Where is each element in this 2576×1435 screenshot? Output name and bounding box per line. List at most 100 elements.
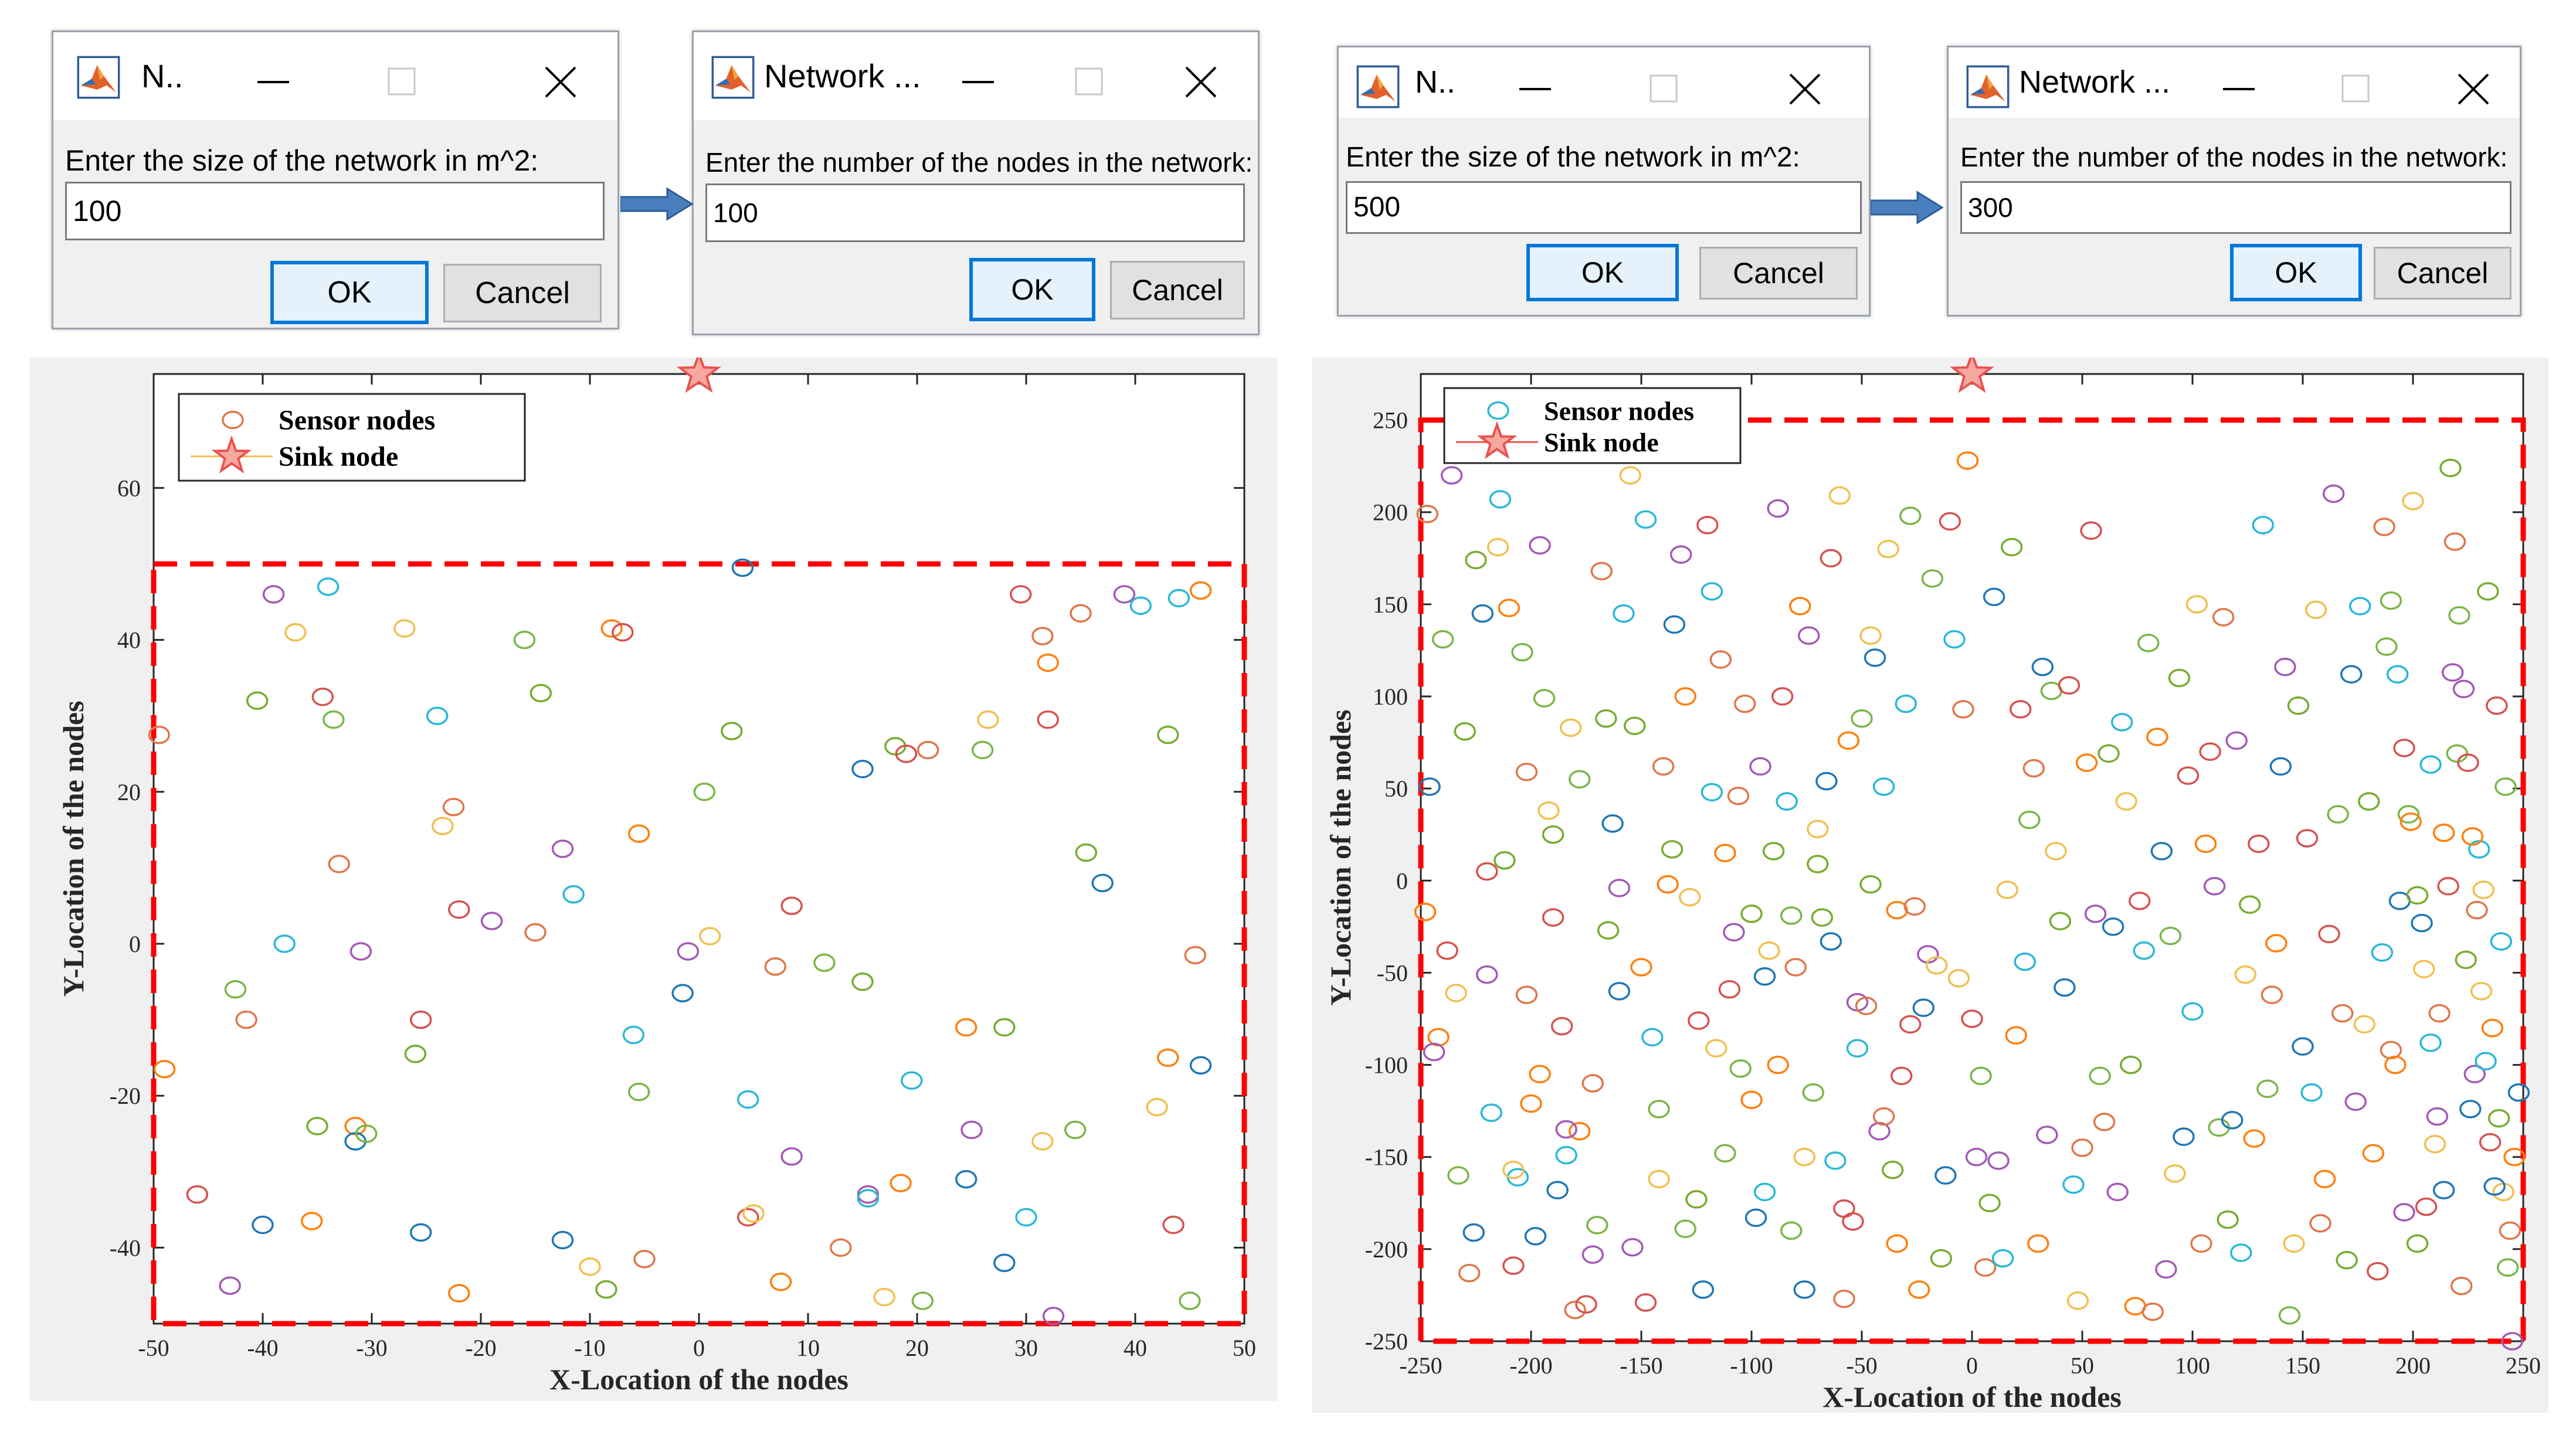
sensor-node [2071, 1138, 2093, 1157]
sensor-node [404, 1045, 427, 1063]
sink-node [677, 351, 721, 393]
value-input[interactable]: 100 [65, 182, 605, 240]
sensor-node [2129, 892, 2151, 910]
sensor-node [2362, 1144, 2385, 1163]
sensor-node [2146, 727, 2168, 746]
y-axis-label: Y-Location of the nodes [1324, 709, 1357, 1005]
ok-button[interactable]: OK [969, 258, 1095, 321]
sensor-node [2225, 731, 2248, 750]
close-icon[interactable] [540, 62, 581, 103]
y-tick-label: -50 [1377, 960, 1408, 986]
sensor-node [355, 1124, 378, 1143]
sensor-node [2278, 1306, 2301, 1325]
sensor-node [1811, 908, 1834, 927]
ok-button[interactable]: OK [270, 261, 429, 324]
sensor-node [2287, 696, 2310, 715]
x-axis-label: X-Location of the nodes [549, 1363, 849, 1396]
sensor-node [1129, 596, 1152, 616]
sensor-node [2292, 1037, 2314, 1056]
sensor-node [1652, 757, 1675, 776]
sensor-node [627, 1082, 650, 1101]
close-icon[interactable] [2453, 69, 2494, 110]
sensor-node [1458, 1263, 1481, 1283]
sensor-node [1824, 1151, 1847, 1170]
sensor-node [2243, 1129, 2266, 1148]
sensor-node [1555, 1120, 1577, 1139]
sensor-node [317, 577, 340, 596]
sensor-node [1498, 599, 1521, 617]
sensor-node [1418, 777, 1441, 796]
legend-sensor-marker [222, 410, 244, 430]
x-axis-label: X-Location of the nodes [1822, 1380, 2122, 1413]
maximize-icon [388, 67, 416, 96]
ok-button[interactable]: OK [2230, 244, 2362, 301]
sensor-node [2457, 753, 2479, 772]
sensor-node [1070, 604, 1092, 623]
sensor-node [2367, 1261, 2389, 1281]
sensor-node [2256, 1079, 2279, 1099]
minimize-icon[interactable] [958, 62, 999, 103]
sensor-node [524, 923, 547, 942]
sensor-node [2446, 744, 2468, 763]
sensor-node [622, 1025, 645, 1045]
sensor-node [1162, 1215, 1185, 1235]
close-icon[interactable] [1784, 69, 1825, 110]
sensor-node [513, 630, 536, 650]
cancel-button[interactable]: Cancel [1699, 247, 1858, 300]
value-input[interactable]: 500 [1346, 181, 1862, 234]
sensor-node [2477, 582, 2499, 601]
sensor-node [1447, 1166, 1469, 1185]
sensor-node [1899, 506, 1922, 525]
sensor-node [432, 817, 454, 835]
sensor-node [851, 760, 874, 778]
sensor-node [1113, 585, 1136, 604]
cancel-button[interactable]: Cancel [1110, 261, 1245, 319]
sensor-node [2199, 742, 2221, 761]
sensor-node [955, 1018, 978, 1037]
sensor-node [2005, 1026, 2027, 1045]
sensor-node [1157, 725, 1179, 744]
minimize-icon[interactable] [253, 62, 294, 103]
x-tick-label: 20 [905, 1335, 929, 1361]
sensor-node [1890, 1066, 1913, 1086]
sensor-node [1740, 1090, 1763, 1110]
value-input[interactable]: 100 [705, 183, 1245, 242]
sensor-node [2483, 1177, 2506, 1196]
sensor-node [1965, 1147, 1988, 1167]
sensor-node [323, 710, 345, 729]
cancel-button[interactable]: Cancel [2374, 247, 2511, 300]
sensor-node [1657, 875, 1679, 894]
scatter-plot-left: -50 -40 -30 -20 -10 0 10 20 30 40 50 -40 -20 0 20 40 60 X… [57, 351, 1256, 1396]
sensor-node [2054, 978, 2076, 997]
dialog-prompt: Enter the number of the nodes in the net… [705, 147, 1253, 178]
sensor-node [830, 1238, 852, 1257]
sensor-node [2386, 665, 2409, 684]
sensor-node [1179, 1291, 1201, 1310]
sensor-node [1015, 1208, 1037, 1227]
minimize-icon[interactable] [2218, 69, 2259, 110]
sensor-node [2349, 597, 2371, 616]
sensor-node [1529, 1065, 1551, 1084]
minimize-icon[interactable] [1515, 69, 1556, 110]
sensor-node [721, 722, 743, 740]
sensor-node [595, 1280, 617, 1299]
ok-button[interactable]: OK [1526, 244, 1679, 301]
y-tick-label: -250 [1365, 1328, 1408, 1355]
sensor-node [2102, 917, 2124, 936]
sensor-node [1529, 536, 1551, 555]
cancel-button[interactable]: Cancel [443, 264, 602, 322]
sensor-node [2283, 1234, 2305, 1253]
sensor-node [2190, 1234, 2212, 1253]
sensor-node [1546, 1181, 1569, 1200]
dialog-title: N.. [141, 57, 184, 94]
close-icon[interactable] [1180, 62, 1221, 103]
sensor-node [1091, 873, 1114, 893]
sensor-node [895, 744, 918, 763]
sensor-node [731, 558, 754, 577]
sensor-node [1788, 597, 1811, 616]
value-input[interactable]: 300 [1960, 181, 2511, 234]
sensor-node [2358, 792, 2380, 811]
sensor-node [2459, 1100, 2482, 1118]
sensor-node [2413, 960, 2435, 978]
sensor-node [917, 740, 939, 760]
